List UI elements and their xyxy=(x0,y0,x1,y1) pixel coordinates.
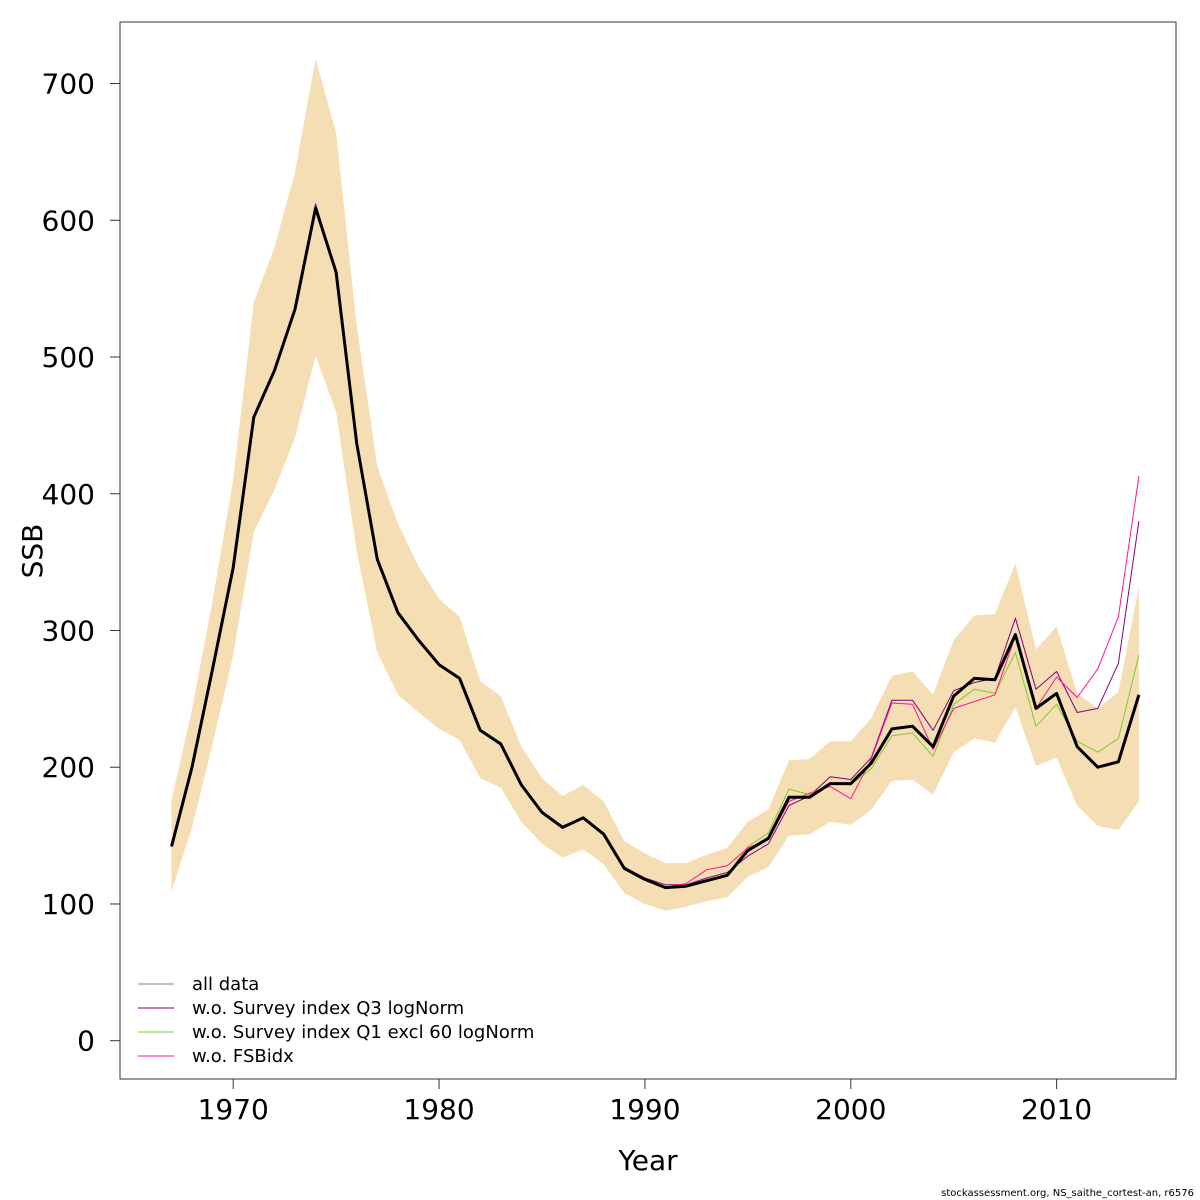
y-tick-label-700: 700 xyxy=(42,68,95,101)
plot-frame xyxy=(119,21,1177,1080)
y-tick-label-300: 300 xyxy=(42,614,95,647)
legend-label-4: w.o. FSBidx xyxy=(192,1046,294,1067)
x-axis-title: Year xyxy=(617,1144,678,1177)
legend-label-1: all data xyxy=(192,974,259,995)
x-tick-label-2000: 2000 xyxy=(815,1093,886,1126)
x-tick-label-1980: 1980 xyxy=(403,1093,474,1126)
y-tick-label-0: 0 xyxy=(77,1025,95,1058)
y-axis-title: SSB xyxy=(16,524,49,579)
confidence-band xyxy=(171,58,1139,911)
x-tick-label-1970: 1970 xyxy=(198,1093,269,1126)
legend-label-3: w.o. Survey index Q1 excl 60 logNorm xyxy=(192,1022,534,1043)
axis-layer: 1970 1980 1990 2000 2010 0 100 200 300 400 500 600 7… xyxy=(42,68,1093,1126)
confidence-band-layer xyxy=(171,58,1139,911)
series-line-1 xyxy=(170,206,1141,890)
footer-credit: stockassessment.org, NS_saithe_cortest-a… xyxy=(941,1188,1194,1199)
y-tick-label-500: 500 xyxy=(42,341,95,374)
y-tick-label-200: 200 xyxy=(42,751,95,784)
series-layer xyxy=(170,203,1141,890)
legend: all data w.o. Survey index Q3 logNorm w.o.… xyxy=(138,974,534,1067)
x-tick-label-2010: 2010 xyxy=(1021,1093,1092,1126)
y-tick-label-100: 100 xyxy=(42,888,95,921)
y-tick-label-600: 600 xyxy=(42,204,95,237)
x-tick-label-1990: 1990 xyxy=(609,1093,680,1126)
y-tick-label-400: 400 xyxy=(42,478,95,511)
legend-label-2: w.o. Survey index Q3 logNorm xyxy=(192,998,464,1019)
